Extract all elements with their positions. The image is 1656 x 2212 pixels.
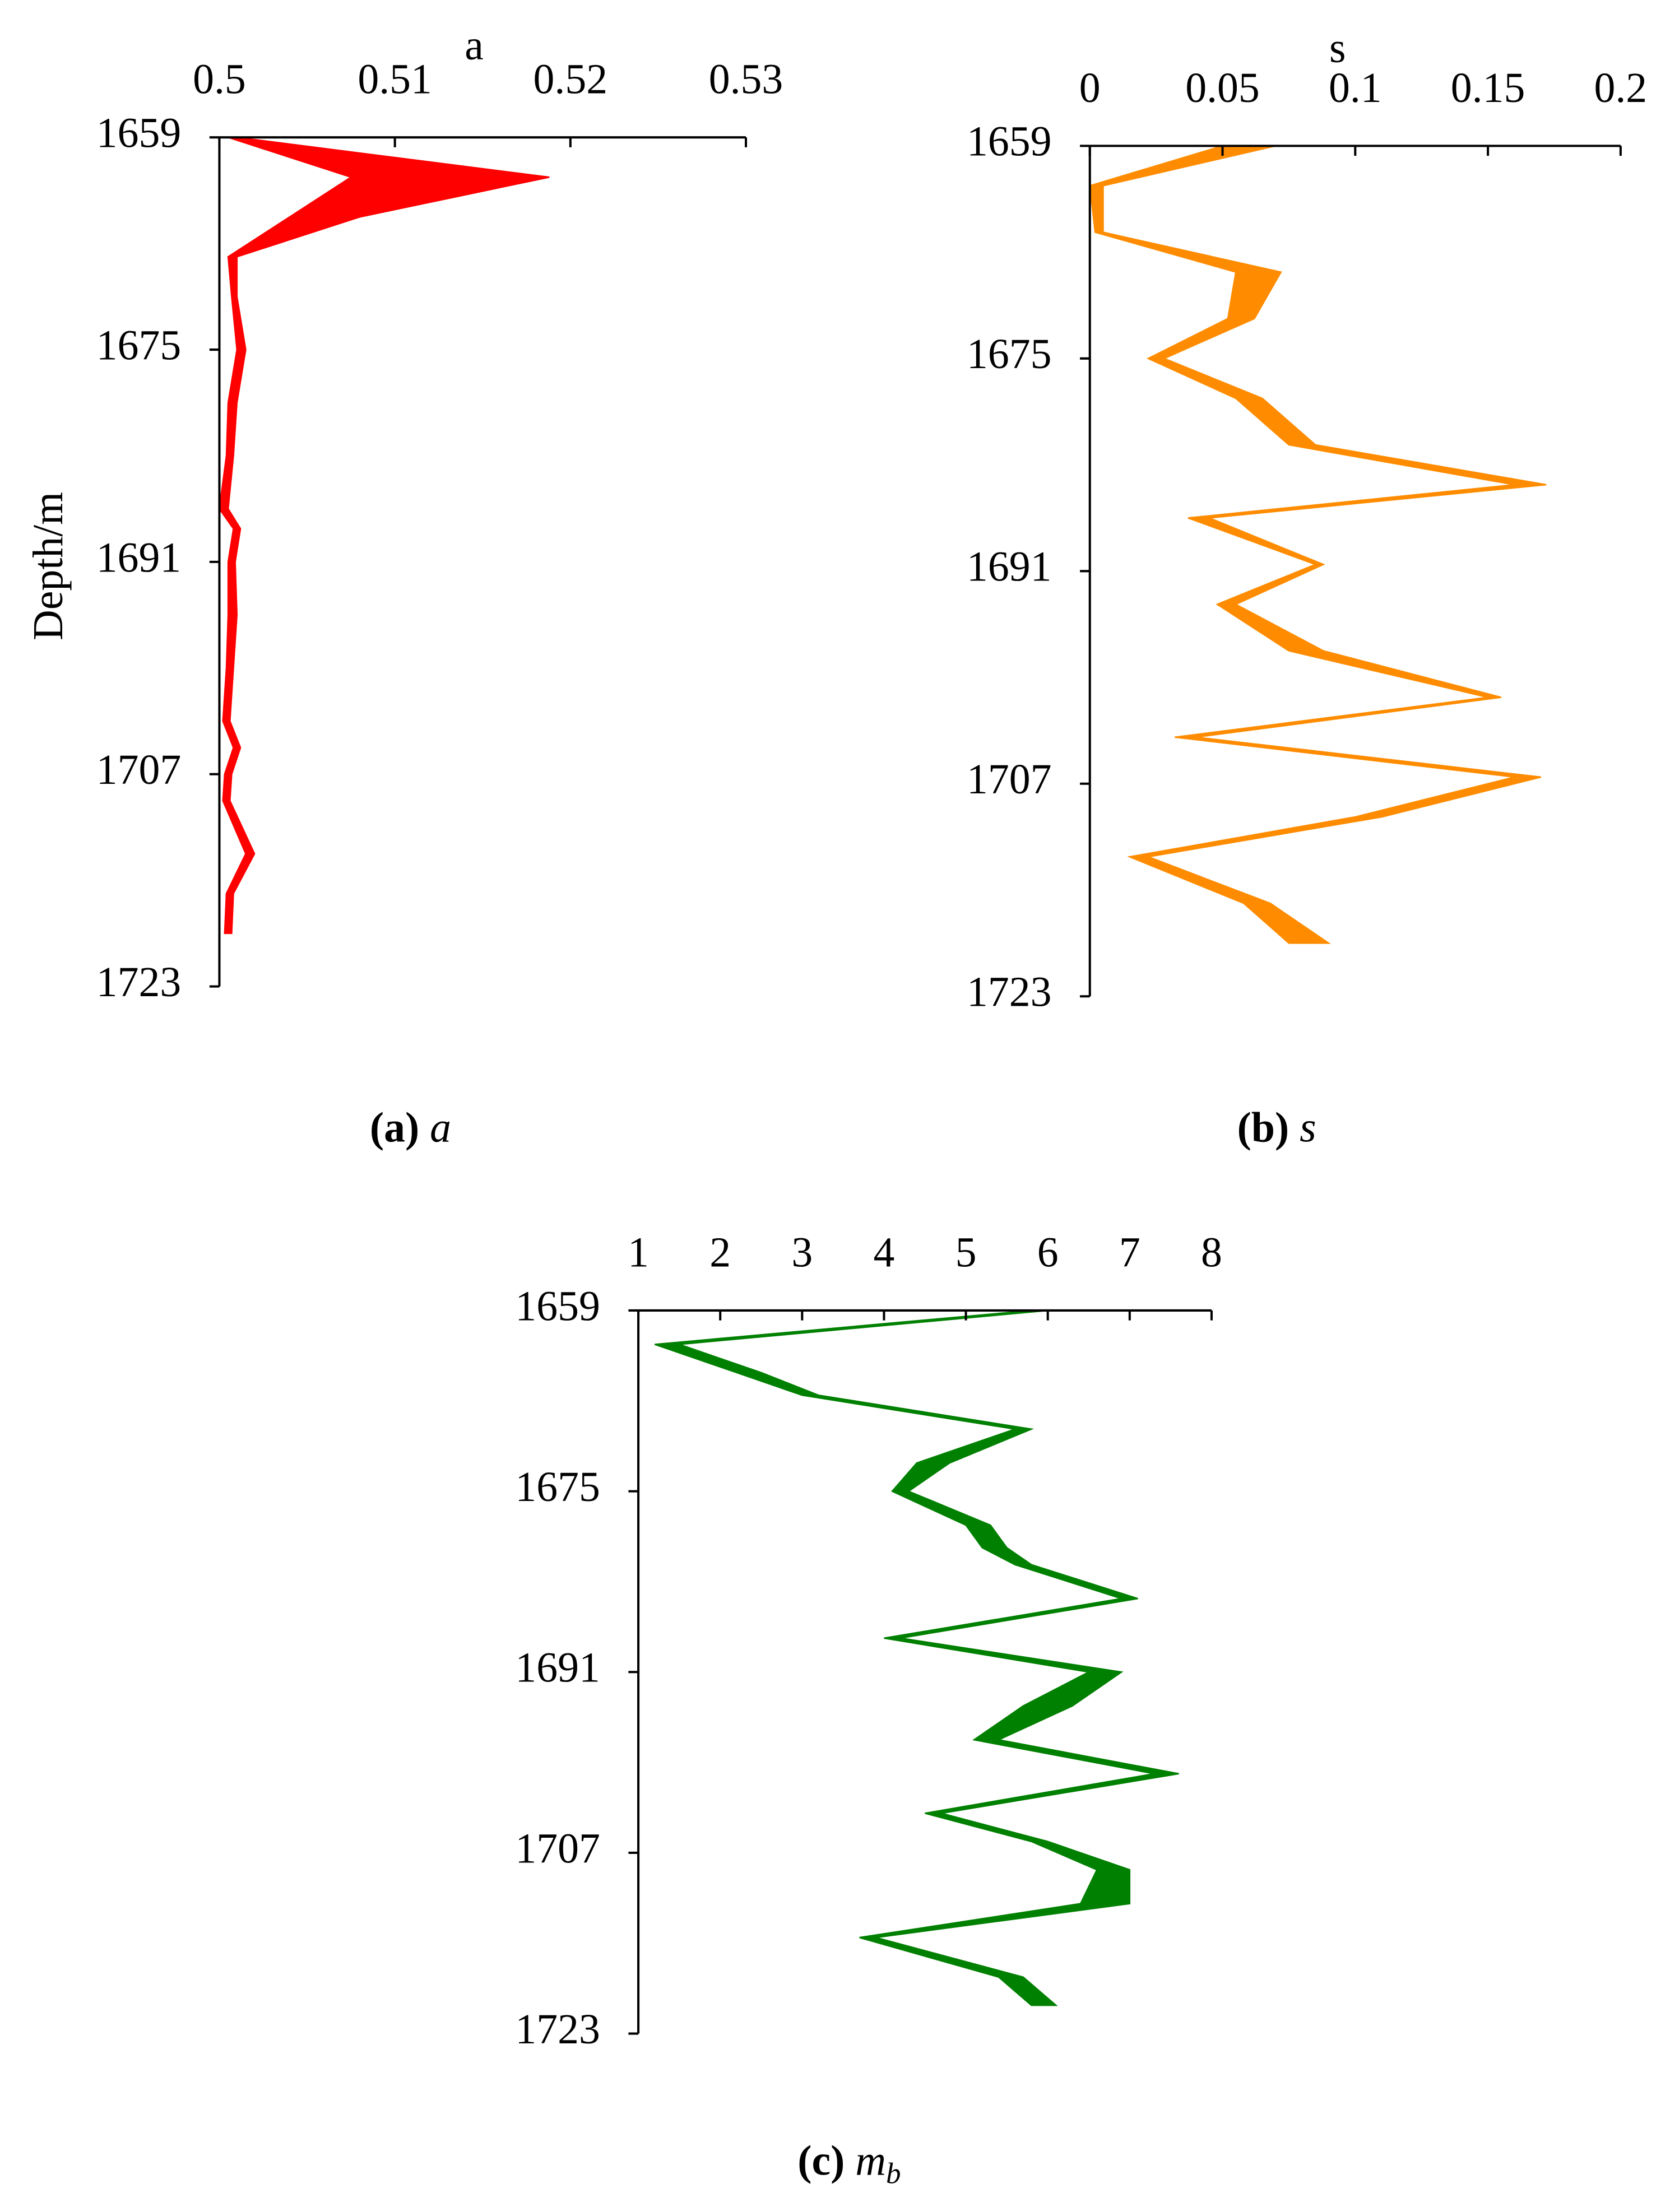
x-tick-label: 0.51 <box>358 56 432 103</box>
caption-symbol: m <box>855 2137 886 2185</box>
y-tick-label: 1659 <box>967 118 1052 165</box>
caption-symbol: s <box>1300 1104 1316 1151</box>
x-axis-label: a <box>465 22 484 69</box>
caption-subscript: b <box>886 2158 901 2190</box>
x-tick-label: 7 <box>1119 1229 1140 1276</box>
band-area <box>1089 145 1547 944</box>
y-tick-label: 1723 <box>515 2006 600 2053</box>
x-axis-label: s <box>1329 25 1346 72</box>
y-tick-label: 1675 <box>967 331 1052 378</box>
caption: (c) mb <box>797 2137 901 2190</box>
caption-label: (a) <box>370 1104 419 1151</box>
y-tick-label: 1691 <box>967 543 1052 591</box>
y-tick-label: 1659 <box>515 1282 600 1330</box>
y-tick-label: 1723 <box>967 969 1052 1016</box>
x-tick-label: 0.15 <box>1451 64 1525 111</box>
y-tick-label: 1723 <box>96 959 182 1006</box>
caption-symbol: a <box>430 1104 451 1151</box>
x-tick-label: 0.2 <box>1594 64 1648 111</box>
y-axis-label: Depth/m <box>25 492 72 640</box>
caption: (b) s <box>1237 1104 1316 1151</box>
x-tick-label: 0.5 <box>193 56 246 103</box>
band-area <box>219 136 550 935</box>
x-tick-label: 1 <box>628 1229 649 1276</box>
y-tick-label: 1659 <box>96 110 182 157</box>
x-tick-label: 0.1 <box>1329 64 1382 111</box>
caption: (a) a <box>370 1104 451 1151</box>
y-tick-label: 1707 <box>967 756 1052 803</box>
y-tick-label: 1691 <box>96 534 182 581</box>
x-tick-label: 0.53 <box>709 56 783 103</box>
y-tick-label: 1691 <box>515 1644 600 1691</box>
y-tick-label: 1707 <box>96 746 182 793</box>
x-tick-label: 2 <box>709 1229 731 1276</box>
x-tick-label: 6 <box>1037 1229 1059 1276</box>
x-tick-label: 4 <box>874 1229 895 1276</box>
x-tick-label: 0.05 <box>1185 64 1260 111</box>
band-area <box>654 1309 1179 2006</box>
y-tick-label: 1675 <box>96 322 182 369</box>
x-tick-label: 0 <box>1079 64 1101 111</box>
y-tick-label: 1675 <box>515 1463 600 1511</box>
caption-label: (b) <box>1237 1104 1289 1151</box>
caption-label: (c) <box>797 2137 845 2185</box>
x-tick-label: 3 <box>791 1229 813 1276</box>
x-tick-label: 8 <box>1201 1229 1222 1276</box>
x-tick-label: 5 <box>955 1229 977 1276</box>
y-tick-label: 1707 <box>515 1825 600 1872</box>
x-tick-label: 0.52 <box>534 56 608 103</box>
